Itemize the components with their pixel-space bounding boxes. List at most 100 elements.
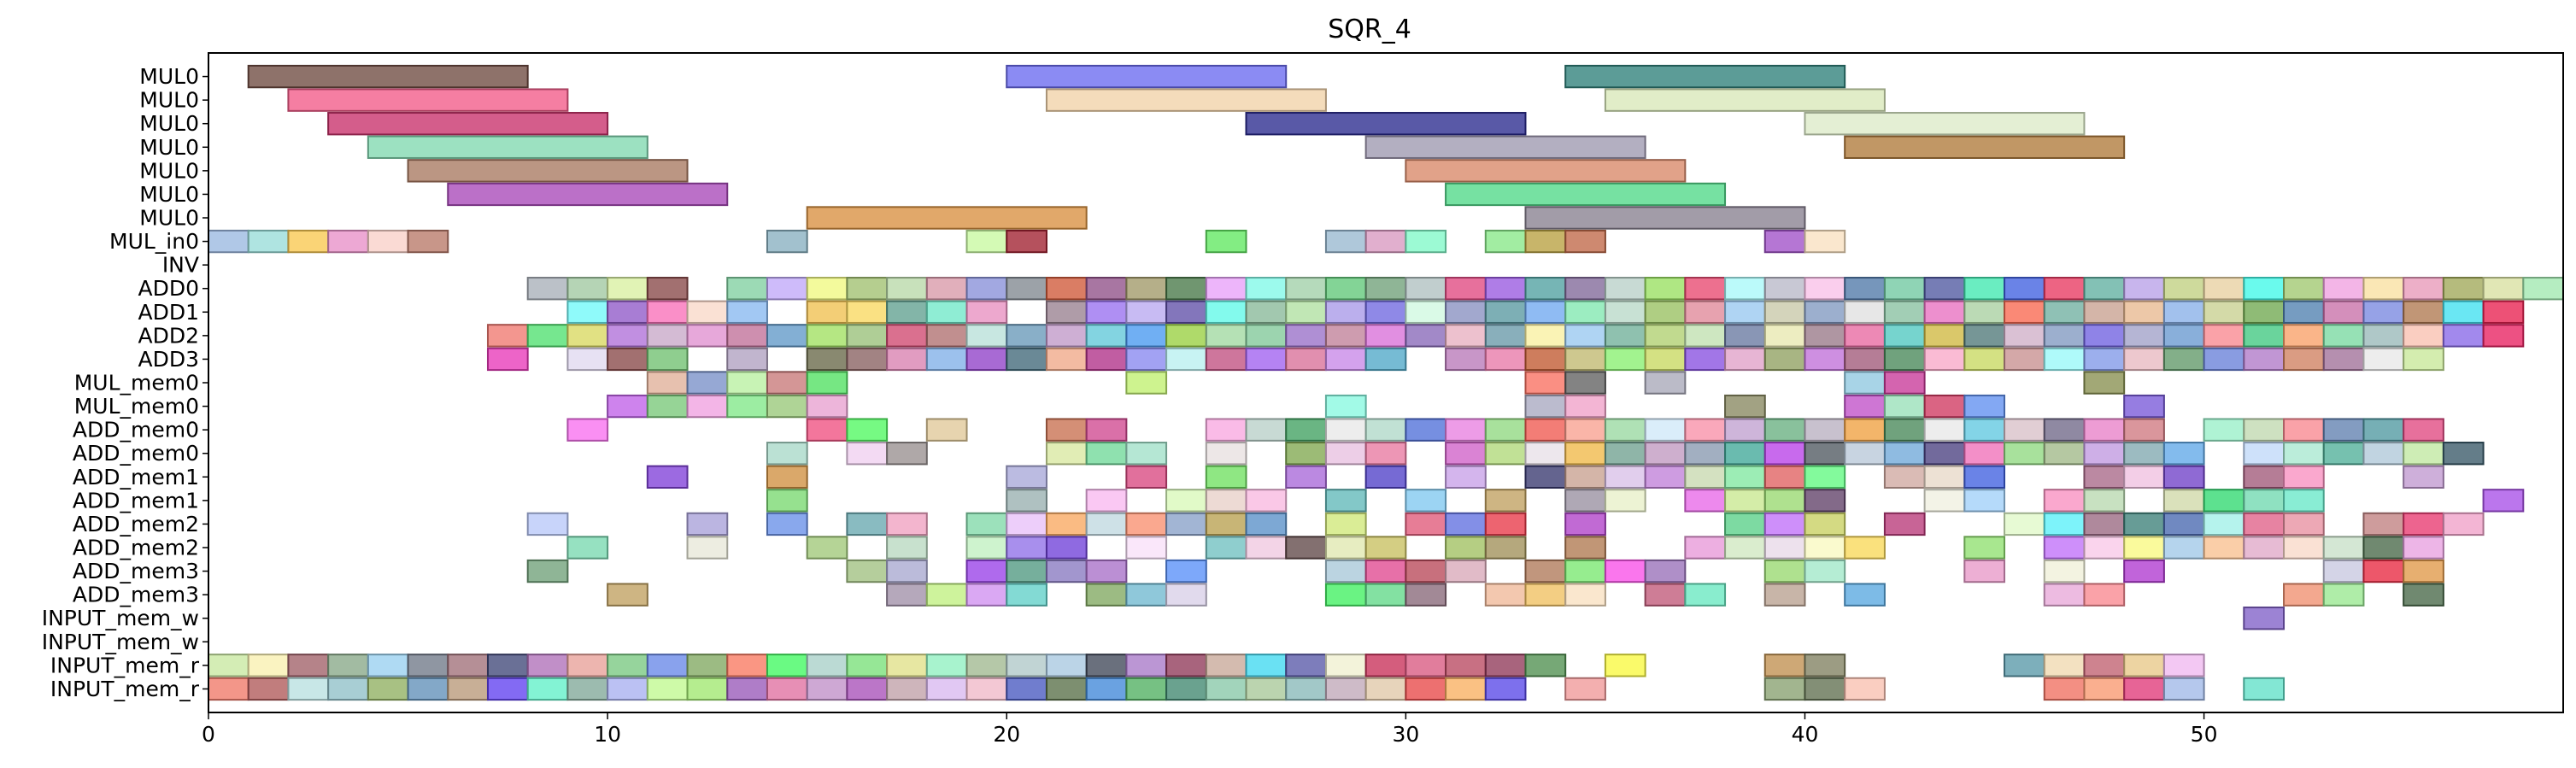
task-bar — [2283, 277, 2325, 301]
task-bar — [287, 229, 330, 254]
task-bar — [846, 347, 889, 372]
task-bar — [886, 559, 928, 583]
task-bar — [2043, 442, 2086, 466]
task-bar — [766, 465, 808, 489]
task-bar — [1564, 347, 1606, 372]
task-bar — [965, 559, 1008, 583]
task-bar — [1125, 536, 1168, 560]
task-bar — [1684, 324, 1727, 348]
task-bar — [1405, 324, 1447, 348]
task-bar — [1844, 324, 1886, 348]
task-bar — [846, 442, 889, 466]
task-bar — [2243, 418, 2286, 442]
y-tick-label: MUL0 — [139, 158, 199, 183]
task-bar — [1405, 677, 1447, 701]
task-bar — [1883, 324, 1926, 348]
task-bar — [1524, 418, 1567, 442]
task-bar — [1484, 489, 1527, 513]
task-bar — [806, 418, 848, 442]
y-tick-label: ADD0 — [138, 276, 199, 301]
task-bar — [2403, 559, 2444, 583]
task-bar — [1085, 324, 1128, 348]
task-bar — [1644, 300, 1687, 324]
task-bar — [1006, 489, 1047, 513]
task-bar — [1085, 418, 1128, 442]
task-bar — [526, 324, 569, 348]
task-bar — [965, 677, 1008, 701]
task-bar — [1085, 300, 1128, 324]
task-bar — [1445, 277, 1487, 301]
task-bar — [2004, 654, 2045, 677]
task-bar — [1285, 677, 1327, 701]
task-bar — [2043, 347, 2086, 372]
task-bar — [686, 677, 729, 701]
task-bar — [1484, 324, 1527, 348]
task-bar — [965, 512, 1008, 536]
task-bar — [2162, 277, 2205, 301]
task-bar — [806, 324, 848, 348]
task-bar — [2004, 418, 2045, 442]
task-bar — [646, 677, 689, 701]
task-bar — [1804, 442, 1846, 466]
task-bar — [1804, 324, 1846, 348]
task-bar — [486, 654, 529, 677]
task-bar — [965, 536, 1008, 560]
task-bar — [2482, 489, 2525, 513]
task-bar — [1445, 347, 1487, 372]
task-bar — [447, 654, 489, 677]
task-bar — [1045, 654, 1088, 677]
task-bar — [2283, 442, 2325, 466]
task-bar — [1205, 442, 1247, 466]
task-bar — [1564, 229, 1606, 254]
task-bar — [367, 654, 409, 677]
task-bar — [1883, 465, 1926, 489]
task-bar — [1724, 465, 1766, 489]
task-bar — [726, 371, 768, 395]
task-bar — [1684, 583, 1727, 607]
task-bar — [2123, 512, 2165, 536]
task-bar — [2123, 559, 2165, 583]
task-bar — [1125, 347, 1168, 372]
task-bar — [1484, 300, 1527, 324]
task-bar — [247, 64, 529, 89]
task-bar — [1085, 654, 1128, 677]
task-bar — [2243, 300, 2286, 324]
x-tick-label: 30 — [1392, 722, 1419, 747]
task-bar — [2043, 559, 2086, 583]
task-bar — [1484, 677, 1527, 701]
task-bar — [1085, 489, 1128, 513]
task-bar — [1604, 559, 1646, 583]
task-bar — [846, 324, 889, 348]
task-bar — [2203, 489, 2245, 513]
task-bar — [2162, 442, 2205, 466]
task-bar — [2322, 277, 2365, 301]
task-bar — [646, 371, 689, 395]
task-bar — [1804, 300, 1846, 324]
task-bar — [2083, 465, 2126, 489]
task-bar — [1724, 324, 1766, 348]
task-bar — [2442, 442, 2485, 466]
task-bar — [367, 677, 409, 701]
task-bar — [1524, 229, 1567, 254]
task-bar — [1125, 371, 1168, 395]
task-bar — [1763, 583, 1806, 607]
task-bar — [1763, 347, 1806, 372]
task-bar — [1006, 559, 1047, 583]
task-bar — [886, 277, 928, 301]
task-bar — [1125, 465, 1168, 489]
task-bar — [486, 347, 529, 372]
task-bar — [2403, 347, 2444, 372]
task-bar — [2083, 677, 2126, 701]
task-bar — [1245, 112, 1527, 136]
task-bar — [1085, 559, 1128, 583]
task-bar — [806, 677, 848, 701]
task-bar — [686, 536, 729, 560]
task-bar — [1763, 677, 1806, 701]
task-bar — [526, 512, 569, 536]
task-bar — [2403, 324, 2444, 348]
y-tick-label: MUL0 — [139, 135, 199, 160]
task-bar — [886, 654, 928, 677]
y-tick-label: INPUT_mem_w — [42, 606, 199, 630]
task-bar — [2403, 418, 2444, 442]
